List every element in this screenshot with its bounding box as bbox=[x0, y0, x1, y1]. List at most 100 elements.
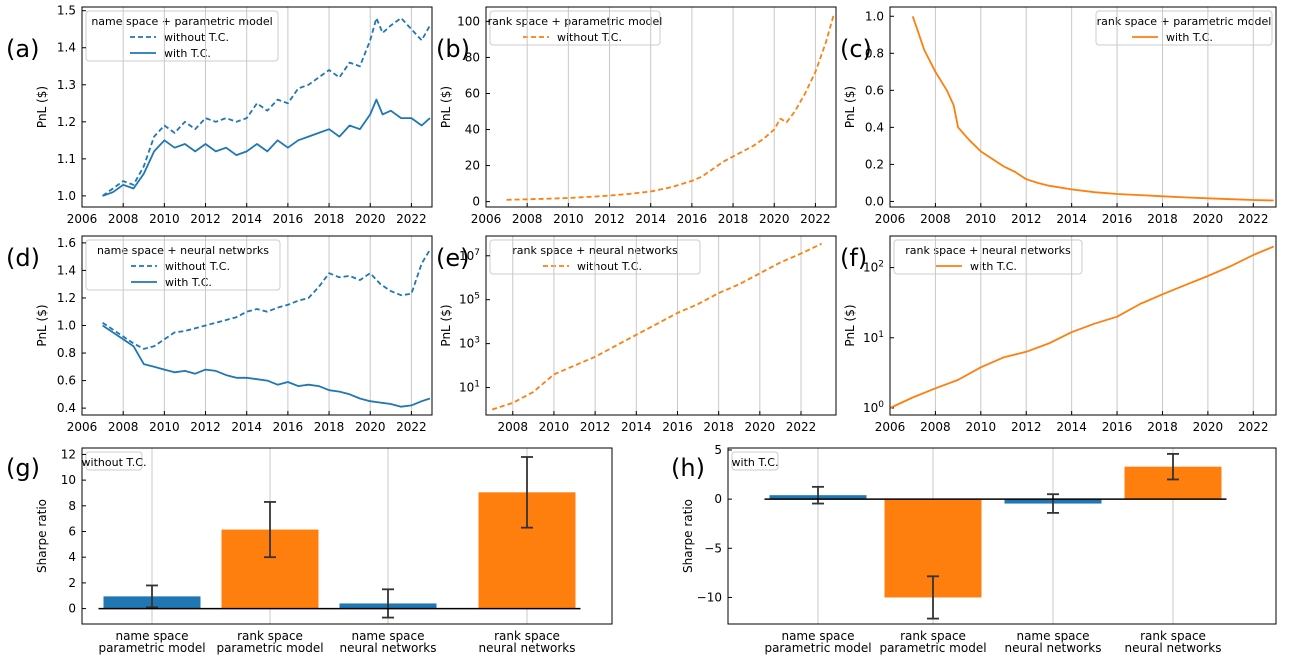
x-tick-label: 2008 bbox=[108, 420, 139, 434]
x-tick-label: 2012 bbox=[1011, 420, 1042, 434]
x-tick-label: 2010 bbox=[966, 420, 997, 434]
y-axis-label: PnL ($) bbox=[439, 86, 453, 128]
legend: rank space + parametric model with T.C. bbox=[1095, 10, 1273, 46]
axes-frame bbox=[727, 447, 1277, 625]
y-tick-label: 0.2 bbox=[865, 157, 884, 171]
legend-title: rank space + parametric model bbox=[1097, 15, 1272, 28]
x-tick-label: 2012 bbox=[190, 420, 221, 434]
x-tick-label: 2018 bbox=[1147, 212, 1178, 226]
axes-frame bbox=[889, 6, 1277, 208]
series-line bbox=[889, 245, 1275, 409]
y-tick-label: 1.4 bbox=[57, 41, 76, 55]
x-tick-label: 2022 bbox=[786, 420, 817, 434]
y-tick-label: 1.3 bbox=[57, 78, 76, 92]
x-tick-label: 2006 bbox=[67, 212, 98, 226]
x-tick-label: 2010 bbox=[966, 212, 997, 226]
y-tick-label: 1.0 bbox=[865, 9, 884, 23]
panel-label: (g) bbox=[6, 454, 40, 482]
axes-frame bbox=[485, 6, 837, 208]
y-tick-label: 0 bbox=[714, 492, 722, 506]
legend-label: without T.C. bbox=[577, 260, 642, 273]
series-line bbox=[491, 242, 822, 411]
x-tick-label: 2014 bbox=[621, 420, 652, 434]
x-tick-label: 2016 bbox=[677, 212, 708, 226]
panel-g: without T.C. (g) Sharpe ratio 0 2 4 6 8 10 12 name… bbox=[6, 447, 613, 655]
category-label: rank space bbox=[900, 629, 966, 643]
x-tick-label: 2018 bbox=[703, 420, 734, 434]
y-tick-label: 0 bbox=[68, 602, 76, 616]
y-tick-label: 1.2 bbox=[57, 115, 76, 129]
x-tick-label: 2022 bbox=[1238, 420, 1269, 434]
x-tick-label: 2006 bbox=[875, 212, 906, 226]
legend-label: without T.C. bbox=[557, 31, 622, 44]
y-tick-label: 5 bbox=[714, 443, 722, 457]
x-tick-label: 2016 bbox=[1102, 420, 1133, 434]
legend-box bbox=[85, 10, 279, 62]
x-tick-label: 2016 bbox=[273, 212, 304, 226]
panel-label: (e) bbox=[436, 244, 470, 272]
legend-box bbox=[85, 239, 281, 291]
category-label: parametric model bbox=[216, 641, 323, 655]
legend: rank space + parametric model without T.C… bbox=[488, 10, 662, 46]
legend-title: without T.C. bbox=[82, 456, 147, 469]
x-tick-label: 2022 bbox=[1238, 212, 1269, 226]
x-tick-label: 2018 bbox=[314, 212, 345, 226]
y-tick-label: −5 bbox=[704, 541, 722, 555]
x-tick-label: 2010 bbox=[553, 212, 584, 226]
legend: rank space + neural networks with T.C. bbox=[893, 239, 1083, 275]
category-label: rank space bbox=[237, 629, 303, 643]
category-label: rank space bbox=[494, 629, 560, 643]
y-axis-label: Sharpe ratio bbox=[35, 499, 49, 573]
category-label: neural networks bbox=[1004, 641, 1101, 655]
legend: without T.C. bbox=[82, 451, 147, 471]
x-tick-label: 2020 bbox=[1193, 212, 1224, 226]
x-tick-label: 2008 bbox=[497, 420, 528, 434]
legend-title: rank space + neural networks bbox=[905, 244, 1071, 257]
panel-label: (a) bbox=[6, 35, 39, 63]
category-label: name space bbox=[1016, 629, 1089, 643]
panel-label: (b) bbox=[436, 35, 470, 63]
category-label: rank space bbox=[1140, 629, 1206, 643]
category-label: name space bbox=[781, 629, 854, 643]
y-tick-label: 1.0 bbox=[57, 319, 76, 333]
y-axis-label: PnL ($) bbox=[439, 304, 453, 346]
x-tick-label: 2012 bbox=[1011, 212, 1042, 226]
panel-a: name space + parametric model without T.C… bbox=[6, 4, 433, 226]
x-tick-label: 2014 bbox=[231, 420, 262, 434]
y-tick-label: 0.8 bbox=[865, 46, 884, 60]
series-line bbox=[911, 16, 1274, 202]
legend-title: name space + parametric model bbox=[91, 15, 272, 28]
panel-f: rank space + neural networks with T.C. (f)… bbox=[840, 235, 1277, 434]
y-tick-label: 10 bbox=[61, 473, 76, 487]
category-label: name space bbox=[351, 629, 424, 643]
axes-frame bbox=[81, 6, 433, 208]
axes-frame bbox=[889, 235, 1277, 416]
y-tick-label: 101 bbox=[863, 330, 884, 345]
category-label: neural networks bbox=[1124, 641, 1221, 655]
y-tick-label: 103 bbox=[459, 336, 480, 351]
y-tick-label: 0.0 bbox=[865, 194, 884, 208]
series-line bbox=[506, 13, 835, 201]
x-tick-label: 2020 bbox=[355, 420, 386, 434]
legend-title: name space + neural networks bbox=[97, 244, 269, 257]
x-tick-label: 2010 bbox=[149, 420, 180, 434]
y-tick-label: 0.4 bbox=[57, 401, 76, 415]
panel-label: (f) bbox=[840, 244, 867, 272]
x-tick-label: 2018 bbox=[1147, 420, 1178, 434]
x-tick-label: 2006 bbox=[471, 212, 502, 226]
y-tick-label: 4 bbox=[68, 550, 76, 564]
y-tick-label: 107 bbox=[459, 248, 480, 263]
category-label: parametric model bbox=[98, 641, 205, 655]
x-tick-label: 2010 bbox=[149, 212, 180, 226]
panel-label: (h) bbox=[671, 454, 705, 482]
y-axis-label: PnL ($) bbox=[35, 304, 49, 346]
legend-box bbox=[85, 451, 143, 471]
legend: name space + parametric model without T.C… bbox=[85, 10, 279, 62]
legend-label: without T.C. bbox=[165, 260, 230, 273]
x-tick-label: 2012 bbox=[190, 212, 221, 226]
x-tick-label: 2008 bbox=[920, 420, 951, 434]
series-line bbox=[102, 17, 431, 197]
panel-label: (d) bbox=[6, 244, 40, 272]
